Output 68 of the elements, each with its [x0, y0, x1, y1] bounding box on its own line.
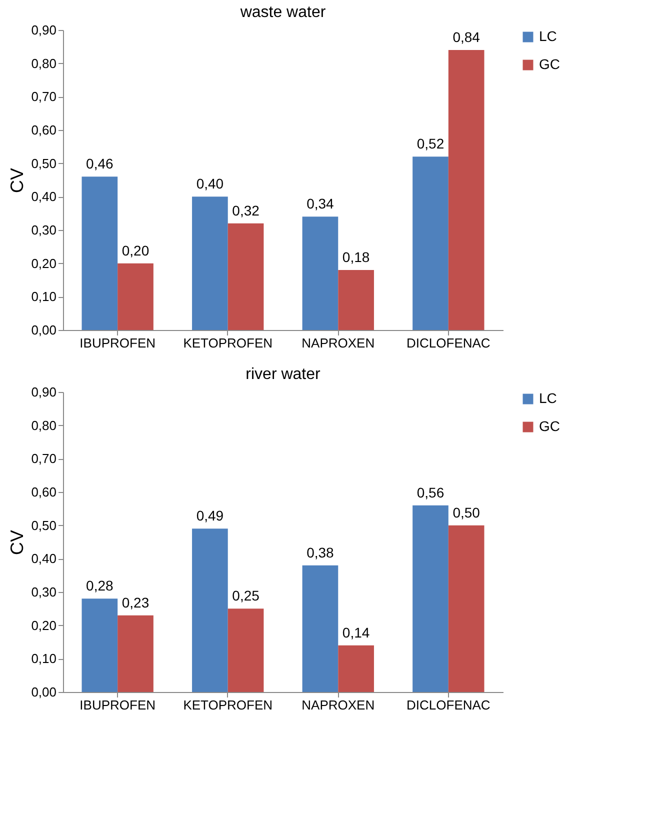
- data-label: 0,50: [452, 504, 480, 520]
- bar: [302, 565, 338, 692]
- chart-title: waste water: [239, 4, 326, 21]
- bar: [118, 615, 154, 692]
- bar: [82, 176, 118, 330]
- y-tick-label: 0,40: [31, 189, 56, 204]
- bar: [228, 608, 264, 692]
- data-label: 0,20: [122, 242, 150, 258]
- x-tick-label: KETOPROFEN: [183, 336, 273, 350]
- data-label: 0,14: [342, 624, 370, 640]
- data-label: 0,84: [452, 29, 480, 45]
- x-tick-label: NAPROXEN: [302, 698, 375, 712]
- data-label: 0,40: [196, 176, 224, 192]
- y-tick-label: 0,70: [31, 89, 56, 104]
- bar: [82, 598, 118, 692]
- data-label: 0,23: [122, 594, 150, 610]
- y-tick-label: 0,50: [31, 518, 56, 533]
- bar: [338, 270, 374, 330]
- y-tick-label: 0,20: [31, 618, 56, 633]
- y-tick-label: 0,30: [31, 222, 56, 238]
- y-tick-label: 0,70: [31, 451, 56, 466]
- bar: [302, 216, 338, 330]
- bar: [448, 525, 484, 692]
- data-label: 0,56: [416, 484, 444, 500]
- y-tick-label: 0,90: [31, 384, 56, 400]
- x-tick-label: IBUPROFEN: [80, 698, 156, 712]
- data-label: 0,46: [86, 156, 114, 172]
- legend-label: GC: [539, 56, 560, 72]
- x-tick-label: NAPROXEN: [302, 336, 375, 350]
- x-tick-label: DICLOFENAC: [406, 698, 490, 712]
- y-tick-label: 0,20: [31, 256, 56, 271]
- y-tick-label: 0,30: [31, 584, 56, 600]
- data-label: 0,34: [306, 196, 334, 212]
- bar: [192, 528, 228, 692]
- data-label: 0,28: [86, 578, 114, 594]
- y-tick-label: 0,90: [31, 22, 56, 38]
- bar: [412, 156, 448, 330]
- x-tick-label: KETOPROFEN: [183, 698, 273, 712]
- x-tick-label: DICLOFENAC: [406, 336, 490, 350]
- legend-label: GC: [539, 418, 560, 434]
- bar: [412, 505, 448, 692]
- y-tick-label: 0,00: [31, 684, 56, 700]
- x-tick-label: IBUPROFEN: [80, 336, 156, 350]
- y-tick-label: 0,40: [31, 551, 56, 566]
- bar: [192, 196, 228, 330]
- y-tick-label: 0,10: [31, 651, 56, 666]
- y-axis-title: CV: [7, 530, 28, 556]
- legend-label: LC: [539, 390, 557, 406]
- data-label: 0,18: [342, 249, 370, 265]
- bar: [448, 50, 484, 330]
- bar: [228, 223, 264, 330]
- y-tick-label: 0,00: [31, 322, 56, 338]
- legend-label: LC: [539, 28, 557, 44]
- data-label: 0,38: [306, 544, 334, 560]
- y-tick-label: 0,10: [31, 289, 56, 304]
- bar: [118, 263, 154, 330]
- y-tick-label: 0,60: [31, 484, 56, 500]
- data-label: 0,32: [232, 202, 260, 218]
- data-label: 0,25: [232, 588, 260, 604]
- y-tick-label: 0,80: [31, 56, 56, 71]
- y-axis-title: CV: [7, 168, 28, 194]
- y-tick-label: 0,50: [31, 156, 56, 171]
- bar: [338, 645, 374, 692]
- y-tick-label: 0,80: [31, 418, 56, 433]
- data-label: 0,52: [416, 136, 444, 152]
- chart-title: river water: [246, 366, 322, 383]
- y-tick-label: 0,60: [31, 122, 56, 138]
- data-label: 0,49: [196, 508, 224, 524]
